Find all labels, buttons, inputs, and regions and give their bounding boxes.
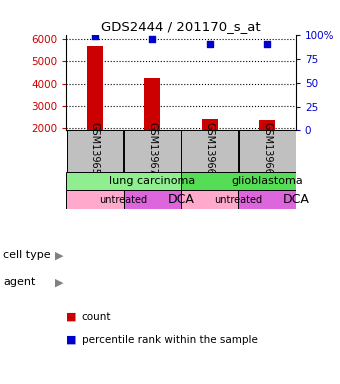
- Text: ■: ■: [66, 335, 77, 345]
- Bar: [87, 46, 103, 131]
- Bar: [66, 172, 181, 190]
- Bar: [181, 131, 238, 172]
- Text: GSM139658: GSM139658: [90, 122, 100, 180]
- Text: GSM139662: GSM139662: [205, 122, 215, 180]
- Point: [265, 41, 270, 47]
- Text: GSM139665: GSM139665: [262, 122, 272, 180]
- Point: [207, 41, 212, 47]
- Point: [92, 33, 98, 40]
- Text: untreated: untreated: [214, 195, 262, 205]
- Text: DCA: DCA: [168, 194, 194, 206]
- Text: agent: agent: [3, 277, 36, 287]
- Bar: [124, 190, 181, 209]
- Bar: [238, 190, 296, 209]
- Text: ▶: ▶: [55, 250, 64, 260]
- Bar: [239, 131, 295, 172]
- Bar: [259, 120, 275, 131]
- Bar: [202, 119, 218, 131]
- Text: glioblastoma: glioblastoma: [231, 176, 303, 186]
- Bar: [181, 172, 296, 190]
- Text: percentile rank within the sample: percentile rank within the sample: [82, 335, 257, 345]
- Text: DCA: DCA: [282, 194, 309, 206]
- Bar: [124, 131, 181, 172]
- Text: lung carcinoma: lung carcinoma: [109, 176, 196, 186]
- Text: count: count: [82, 312, 111, 322]
- Text: GSM139670: GSM139670: [147, 122, 157, 180]
- Text: ▶: ▶: [55, 277, 64, 287]
- Point: [150, 36, 155, 42]
- Bar: [66, 190, 124, 209]
- Bar: [144, 78, 160, 131]
- Text: ■: ■: [66, 312, 77, 322]
- Text: cell type: cell type: [3, 250, 51, 260]
- Text: untreated: untreated: [100, 195, 148, 205]
- Bar: [181, 190, 238, 209]
- Title: GDS2444 / 201170_s_at: GDS2444 / 201170_s_at: [101, 20, 261, 33]
- Bar: [67, 131, 123, 172]
